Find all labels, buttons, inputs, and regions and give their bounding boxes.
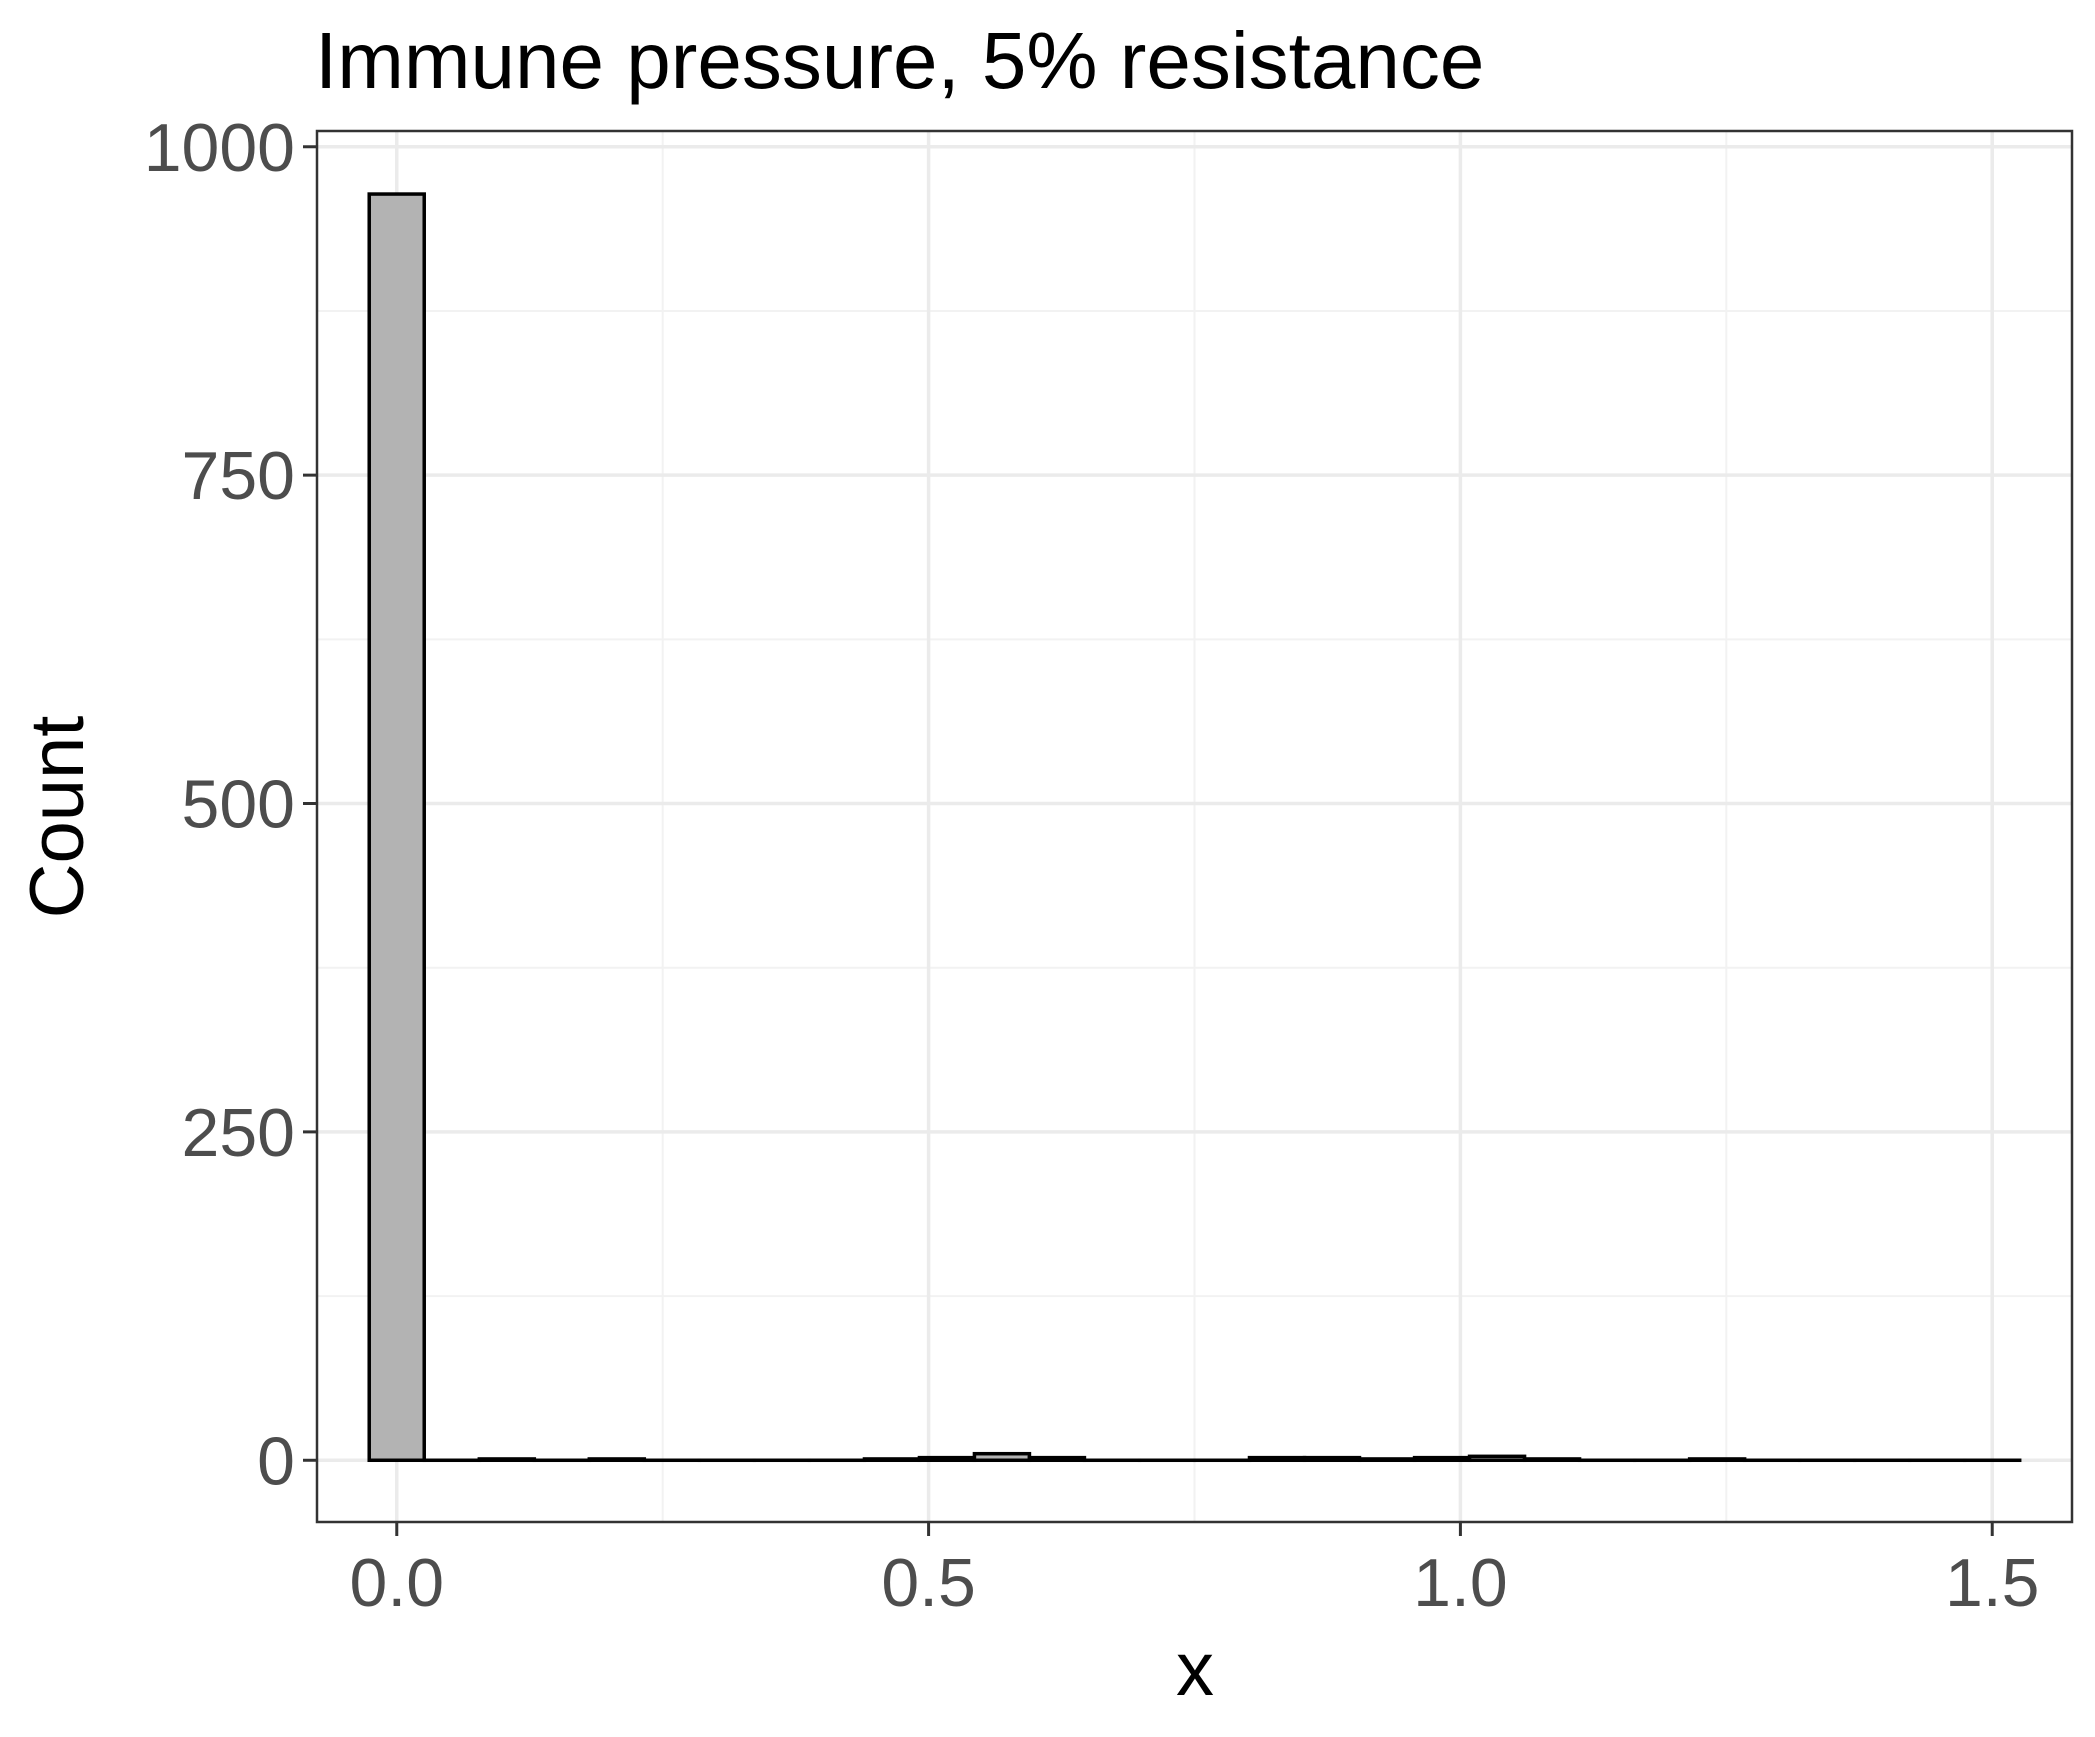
y-tick-label: 500 [182, 767, 295, 843]
y-axis-title: Count [15, 716, 100, 919]
histogram-bar [1302, 1455, 1362, 1463]
histogram-bar [1412, 1455, 1472, 1463]
x-axis-title: x [1176, 1627, 1214, 1712]
histogram-bar [862, 1457, 922, 1463]
chart-title: Immune pressure, 5% resistance [315, 16, 1484, 105]
histogram-bar [1357, 1457, 1417, 1463]
x-tick-label: 1.0 [1413, 1545, 1508, 1621]
x-tick-label: 1.5 [1945, 1545, 2040, 1621]
y-tick-label: 250 [182, 1095, 295, 1171]
histogram-bar [1467, 1454, 1527, 1463]
histogram-bar [1522, 1457, 1582, 1463]
y-tick-label: 0 [257, 1423, 295, 1499]
y-tick-label: 1000 [144, 110, 295, 186]
histogram-bars [367, 192, 2022, 1463]
x-axis: 0.0 0.5 1.0 1.5 [350, 1522, 2040, 1621]
x-tick-label: 0.5 [881, 1545, 976, 1621]
panel-border [315, 129, 2074, 1524]
histogram-bar [1247, 1455, 1307, 1463]
y-tick-label: 750 [182, 438, 295, 514]
histogram-bar [917, 1455, 977, 1463]
y-axis: 0 250 500 750 1000 [144, 110, 317, 1499]
histogram-bar [972, 1451, 1032, 1463]
histogram-bar [1027, 1455, 1087, 1463]
histogram-bar [1687, 1457, 1747, 1463]
minor-gridlines [317, 131, 2072, 1522]
histogram-bar [587, 1457, 647, 1463]
x-tick-label: 0.0 [350, 1545, 445, 1621]
histogram-bar [367, 192, 426, 1463]
histogram-bar [477, 1457, 537, 1463]
